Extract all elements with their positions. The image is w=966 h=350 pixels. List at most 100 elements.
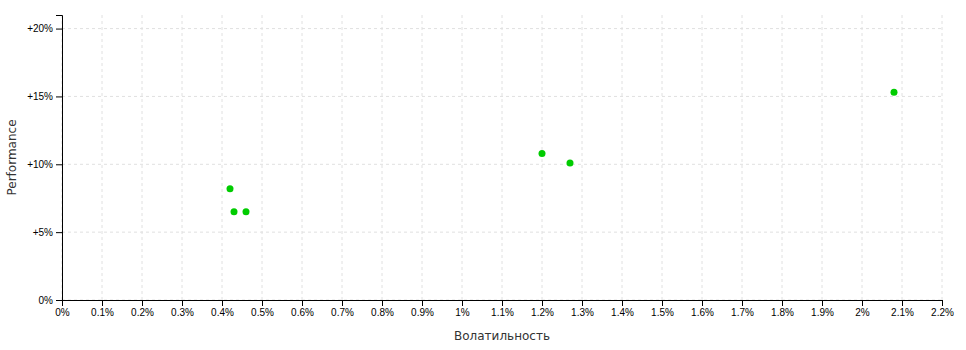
- x-grid-line: [382, 15, 383, 300]
- x-tick: 0.1%: [91, 300, 114, 318]
- x-tick-label: 0%: [55, 307, 70, 318]
- x-tick-label: 0.6%: [291, 307, 314, 318]
- x-tick-label: 0.7%: [331, 307, 354, 318]
- y-tick-mark: [56, 300, 62, 301]
- y-tick-mark: [56, 96, 62, 97]
- y-axis-title: Performance: [5, 119, 19, 195]
- x-tick-mark: [422, 300, 423, 306]
- x-grid-line: [142, 15, 143, 300]
- x-tick-mark: [702, 300, 703, 306]
- x-axis: 0% 0.1% 0.2% 0.3% 0.4% 0.5% 0.6% 0.7% 0.8% 0.9% 1%…: [55, 300, 954, 318]
- x-tick-mark: [342, 300, 343, 306]
- x-tick-label: 0.8%: [371, 307, 394, 318]
- x-tick-mark: [622, 300, 623, 306]
- x-tick: 2.2%: [931, 300, 954, 318]
- x-tick-label: 1.5%: [651, 307, 674, 318]
- x-tick: 0.6%: [291, 300, 314, 318]
- x-axis-line: [63, 301, 943, 307]
- x-grid-line: [102, 15, 103, 300]
- x-tick-mark: [462, 300, 463, 306]
- x-grid-line: [262, 15, 263, 300]
- y-tick: +20%: [27, 23, 62, 34]
- point: [231, 208, 238, 215]
- y-tick-mark: [56, 164, 62, 165]
- x-tick-label: 0.5%: [251, 307, 274, 318]
- x-grid-line: [342, 15, 343, 300]
- x-tick: 0.5%: [251, 300, 274, 318]
- x-tick-label: 1.7%: [731, 307, 754, 318]
- x-grid-line: [942, 15, 943, 300]
- x-tick: 0.3%: [171, 300, 194, 318]
- x-tick-label: 0.4%: [211, 307, 234, 318]
- y-tick-mark: [56, 232, 62, 233]
- x-grid-line: [702, 15, 703, 300]
- x-tick-mark: [822, 300, 823, 306]
- x-grid-line: [862, 15, 863, 300]
- x-tick: 1%: [455, 300, 470, 318]
- x-tick: 1.1%: [491, 300, 514, 318]
- y-grid-line: [62, 164, 942, 165]
- x-tick: 0.8%: [371, 300, 394, 318]
- x-grid-line: [782, 15, 783, 300]
- x-tick: 2%: [855, 300, 870, 318]
- x-tick-mark: [182, 300, 183, 306]
- x-tick: 1.2%: [531, 300, 554, 318]
- x-grid-line: [542, 15, 543, 300]
- x-tick-label: 0.1%: [91, 307, 114, 318]
- y-grid-line: [62, 28, 942, 29]
- x-grid-line: [822, 15, 823, 300]
- x-grid-line: [462, 15, 463, 300]
- x-tick-label: 1.2%: [531, 307, 554, 318]
- x-tick-label: 2.2%: [931, 307, 954, 318]
- x-tick-mark: [662, 300, 663, 306]
- x-grid-line: [622, 15, 623, 300]
- x-tick-mark: [582, 300, 583, 306]
- y-grid-line: [62, 96, 942, 97]
- x-tick: 1.4%: [611, 300, 634, 318]
- x-axis-title: Волатильность: [454, 329, 550, 343]
- x-tick-mark: [382, 300, 383, 306]
- chart: 0% 0.1% 0.2% 0.3% 0.4% 0.5% 0.6% 0.7% 0.8% 0.9% 1%…: [0, 0, 966, 350]
- y-tick-label: 0%: [39, 295, 54, 306]
- x-tick-mark: [942, 300, 943, 306]
- x-tick: 0.2%: [131, 300, 154, 318]
- y-tick: 0%: [39, 295, 62, 306]
- x-tick-mark: [742, 300, 743, 306]
- x-grid-line: [182, 15, 183, 300]
- x-tick-label: 1.4%: [611, 307, 634, 318]
- y-axis-line: [56, 16, 63, 301]
- y-tick-label: +10%: [27, 159, 53, 170]
- x-tick-mark: [902, 300, 903, 306]
- x-grid-line: [582, 15, 583, 300]
- x-grid-line: [742, 15, 743, 300]
- y-tick: +15%: [27, 91, 62, 102]
- x-tick-mark: [302, 300, 303, 306]
- x-tick: 1.8%: [771, 300, 794, 318]
- x-tick-label: 1.3%: [571, 307, 594, 318]
- points: [227, 89, 898, 215]
- x-grid-line: [422, 15, 423, 300]
- x-grid-line: [902, 15, 903, 300]
- x-tick-label: 2%: [855, 307, 870, 318]
- x-tick-label: 1.6%: [691, 307, 714, 318]
- y-tick: +10%: [27, 159, 62, 170]
- x-tick: 0.7%: [331, 300, 354, 318]
- x-tick-label: 0.9%: [411, 307, 434, 318]
- x-tick-mark: [862, 300, 863, 306]
- x-tick-mark: [222, 300, 223, 306]
- y-tick-label: +15%: [27, 91, 53, 102]
- x-tick-label: 1.9%: [811, 307, 834, 318]
- x-tick-label: 1%: [455, 307, 470, 318]
- x-tick-label: 1.8%: [771, 307, 794, 318]
- point: [227, 185, 234, 192]
- x-grid-line: [502, 15, 503, 300]
- y-tick-label: +5%: [33, 227, 53, 238]
- x-tick: 1.3%: [571, 300, 594, 318]
- y-tick-mark: [56, 29, 62, 30]
- x-tick-mark: [542, 300, 543, 306]
- x-tick-label: 0.3%: [171, 307, 194, 318]
- x-tick: 0.9%: [411, 300, 434, 318]
- x-tick-mark: [142, 300, 143, 306]
- x-tick: 0.4%: [211, 300, 234, 318]
- plot-area: 0% 0.1% 0.2% 0.3% 0.4% 0.5% 0.6% 0.7% 0.8% 0.9% 1%…: [27, 15, 954, 318]
